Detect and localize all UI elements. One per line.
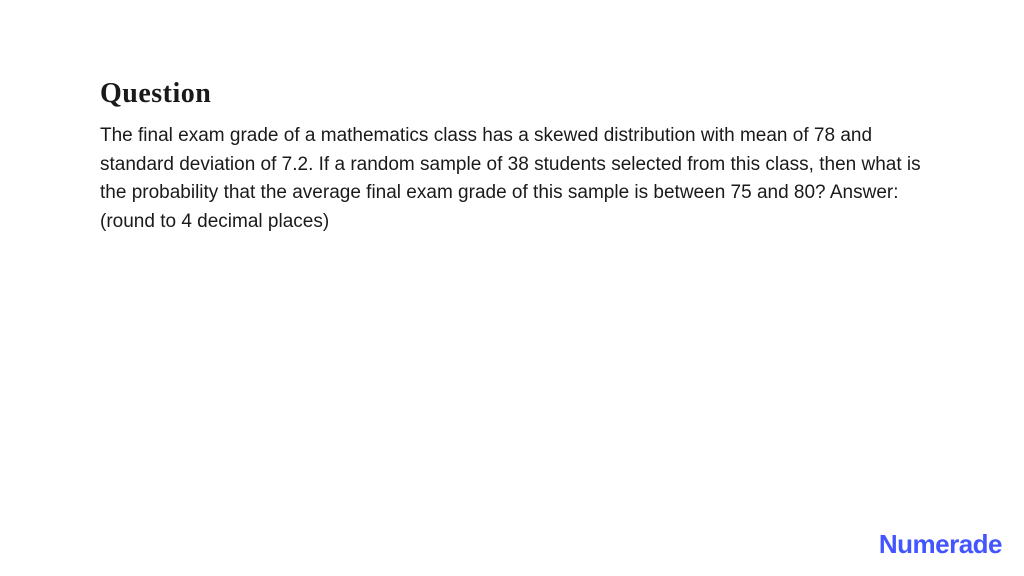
brand-logo: Numerade bbox=[879, 529, 1002, 560]
question-title: Question bbox=[100, 78, 924, 110]
question-container: Question The final exam grade of a mathe… bbox=[0, 0, 1024, 236]
question-body: The final exam grade of a mathematics cl… bbox=[100, 122, 924, 236]
